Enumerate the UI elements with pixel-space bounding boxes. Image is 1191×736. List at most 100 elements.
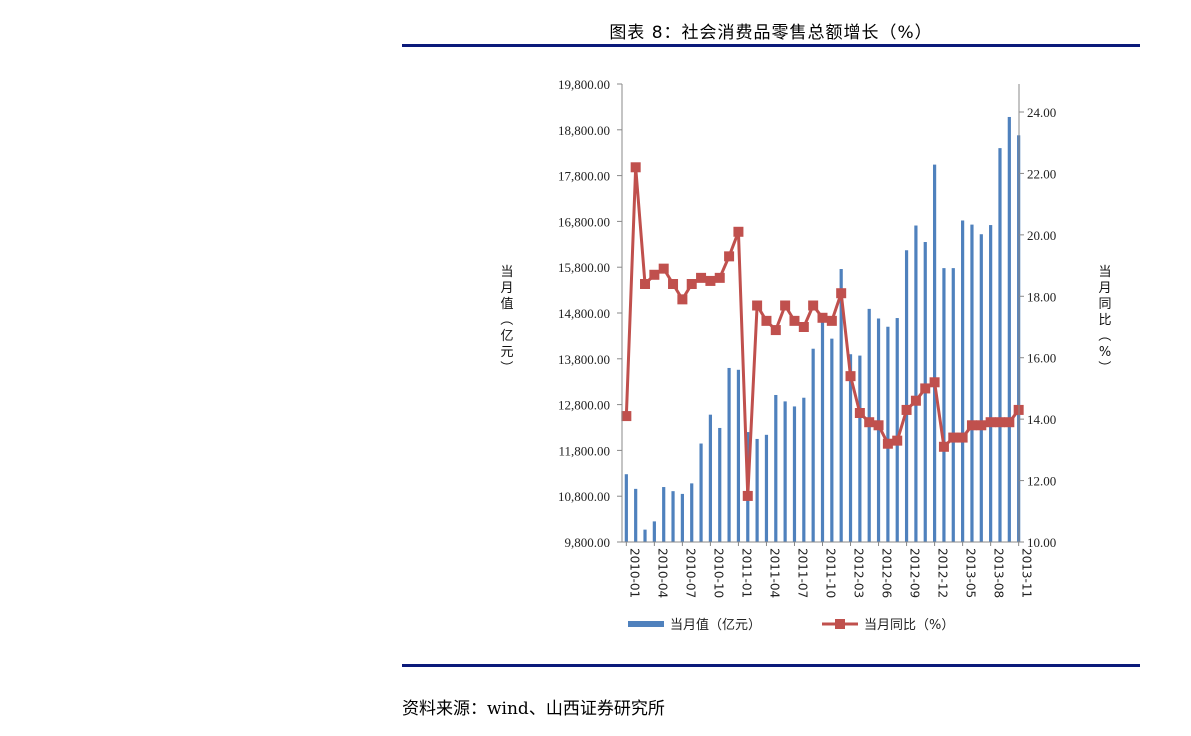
bar: [680, 493, 684, 542]
line-point: [966, 420, 977, 431]
line-point: [630, 162, 641, 173]
right-tick-label: 12.00: [1027, 474, 1056, 489]
bar: [708, 414, 713, 542]
line-point: [864, 417, 875, 428]
bar: [792, 406, 797, 542]
line-point: [910, 395, 921, 406]
bar: [755, 438, 759, 542]
right-tick-label: 22.00: [1027, 166, 1056, 181]
left-tick-label: 10,800.00: [558, 489, 610, 504]
right-axis-label-char: 同: [1098, 297, 1111, 312]
line-point: [892, 435, 903, 446]
right-axis-label-char: %: [1099, 345, 1111, 360]
chart-axes: 9,800.00 10,800.00 11,800.00 12,800.00 13,80…: [498, 77, 1112, 598]
bar: [690, 483, 694, 542]
line-point: [882, 438, 893, 449]
line-point: [948, 432, 959, 443]
left-axis-label-char: 元: [500, 345, 513, 360]
x-tick-label: 2012-06: [880, 548, 894, 598]
legend-line-label: 当月同比（%）: [864, 618, 954, 633]
bar: [848, 354, 853, 542]
line-point: [798, 322, 809, 332]
line-point: [658, 263, 669, 274]
x-tick-label: 2011-04: [767, 548, 781, 598]
x-tick-label: 2010-07: [683, 548, 697, 598]
x-tick-label: 2010-10: [711, 548, 725, 598]
chart-legend: 当月值（亿元） 当月同比（%）: [628, 617, 954, 633]
bar: [951, 268, 955, 542]
bar: [895, 318, 899, 542]
bar: [989, 225, 993, 542]
left-axis-label-char: 亿: [500, 329, 513, 344]
left-tick-label: 13,800.00: [558, 352, 610, 367]
x-tick-label: 2013-05: [964, 548, 978, 598]
bar: [652, 521, 656, 542]
line-point: [668, 279, 679, 289]
line-point: [985, 417, 996, 428]
x-tick-label: 2012-03: [852, 548, 866, 598]
x-tick-label: 2013-11: [1020, 548, 1034, 598]
line-point: [770, 325, 781, 336]
line-point: [789, 315, 800, 326]
line-point: [901, 404, 912, 415]
line-point: [724, 251, 735, 262]
line-point: [854, 408, 865, 418]
bar: [802, 397, 806, 542]
line-point: [686, 279, 697, 289]
bar: [914, 225, 918, 542]
line-point: [714, 272, 725, 283]
line-point: [938, 441, 949, 452]
bar: [970, 224, 974, 542]
bar: [671, 491, 675, 542]
bar: [811, 348, 815, 542]
bar: [839, 269, 843, 542]
title-rule: [402, 44, 1140, 47]
line-point: [696, 272, 707, 283]
left-tick-label: 9,800.00: [565, 535, 611, 550]
bar: [858, 355, 862, 542]
bar: [820, 321, 825, 542]
line-point: [836, 288, 847, 299]
right-axis-label-char: 比: [1098, 313, 1111, 328]
left-tick-label: 17,800.00: [558, 169, 610, 184]
line-point: [994, 417, 1005, 428]
left-tick-label: 16,800.00: [558, 214, 610, 229]
left-tick-label: 14,800.00: [558, 306, 610, 321]
legend-bar-label: 当月值（亿元）: [670, 617, 761, 633]
x-tick-label: 2013-08: [992, 548, 1006, 598]
x-tick-label: 2010-01: [627, 548, 641, 598]
right-axis-label-char: 当: [1098, 265, 1111, 280]
bar: [998, 148, 1002, 542]
bar: [774, 394, 778, 542]
left-axis-label-char: （: [498, 312, 513, 325]
bar: [830, 338, 834, 542]
line-point: [808, 300, 819, 311]
left-tick-label: 11,800.00: [558, 443, 610, 458]
right-axis-label-char: ）: [1096, 360, 1111, 373]
line-point: [649, 269, 660, 280]
line-point: [976, 420, 987, 431]
line-point: [957, 432, 968, 443]
bar: [624, 474, 628, 542]
line-point: [817, 312, 828, 323]
line-point: [640, 279, 651, 289]
left-axis-label-char: ）: [498, 360, 513, 373]
right-tick-label: 20.00: [1027, 228, 1056, 243]
legend-line-marker: [835, 619, 845, 629]
bar: [662, 487, 666, 542]
bar: [979, 234, 983, 542]
line-point: [705, 275, 716, 286]
line-point: [1004, 417, 1015, 428]
left-tick-label: 12,800.00: [558, 398, 610, 413]
line-point: [621, 411, 632, 422]
bar: [727, 367, 731, 542]
right-axis-label-char: （: [1096, 328, 1111, 341]
line-series: [621, 162, 1024, 501]
footer-rule: [402, 664, 1140, 667]
right-tick-label: 24.00: [1027, 105, 1056, 120]
right-axis-label-char: 月: [1098, 281, 1111, 296]
bar: [942, 268, 946, 542]
bar: [1007, 116, 1011, 542]
line-point: [845, 371, 856, 382]
